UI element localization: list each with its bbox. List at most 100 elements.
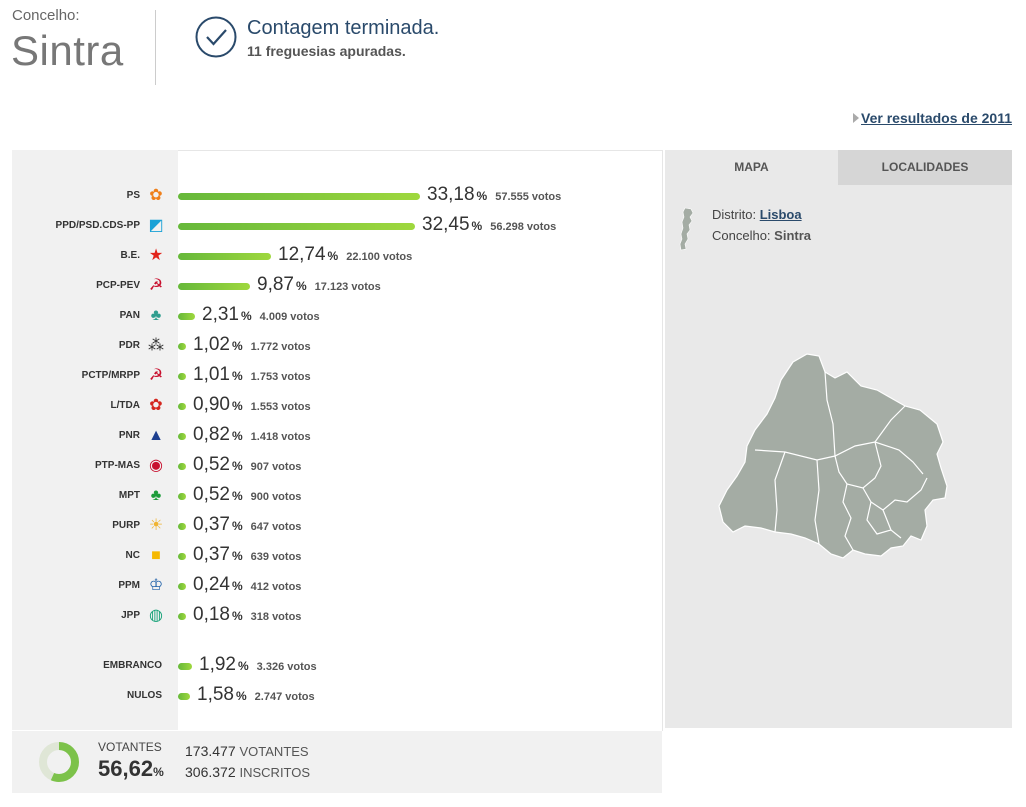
jpp-icon: ◍ bbox=[149, 607, 163, 624]
other-label: EMBRANCO bbox=[103, 660, 162, 671]
result-votes: 3.326 votos bbox=[256, 661, 317, 673]
party-name: PCTP/MRPP bbox=[81, 370, 140, 381]
result-bar bbox=[178, 343, 186, 350]
result-bar bbox=[178, 463, 186, 470]
turnout-panel: VOTANTES 56,62% 173.477 VOTANTES 306.372… bbox=[12, 731, 662, 793]
map-panel: MAPA LOCALIDADES Distrito: Lisboa Concel… bbox=[665, 150, 1012, 728]
concelho-label: Concelho: bbox=[12, 7, 80, 24]
result-percentage: 0,90% 1.553 votos bbox=[193, 394, 311, 415]
distrito-info: Distrito: Lisboa bbox=[712, 207, 802, 222]
party-name: PPD/PSD.CDS-PP bbox=[55, 220, 140, 231]
result-votes: 1.553 votos bbox=[250, 401, 311, 413]
turnout-label: VOTANTES bbox=[98, 740, 162, 754]
result-bar bbox=[178, 663, 192, 670]
mpt-clover-icon: ♣ bbox=[150, 487, 162, 504]
party-name: L/TDA bbox=[110, 400, 140, 411]
result-votes: 1.772 votos bbox=[250, 341, 311, 353]
result-votes: 412 votos bbox=[250, 581, 302, 593]
result-bar bbox=[178, 193, 420, 200]
other-label: NULOS bbox=[127, 690, 162, 701]
result-percentage: 0,37% 639 votos bbox=[193, 544, 302, 565]
party-name: NC bbox=[125, 550, 140, 561]
result-bar bbox=[178, 693, 190, 700]
result-percentage: 0,37% 647 votos bbox=[193, 514, 302, 535]
result-bar bbox=[178, 403, 186, 410]
party-labels-panel bbox=[12, 150, 178, 730]
ptp-mas-icon: ◉ bbox=[149, 457, 163, 474]
result-votes: 17.123 votos bbox=[314, 281, 381, 293]
result-votes: 4.009 votos bbox=[259, 311, 320, 323]
tab-mapa[interactable]: MAPA bbox=[665, 150, 838, 185]
psd-cds-icon: ◩ bbox=[148, 217, 164, 234]
results-panel bbox=[178, 150, 663, 731]
party-name: PCP-PEV bbox=[96, 280, 140, 291]
ppm-crown-icon: ♔ bbox=[148, 577, 164, 594]
result-bar bbox=[178, 223, 415, 230]
portugal-mini-map-icon bbox=[679, 207, 694, 251]
status-subtitle: 11 freguesias apuradas. bbox=[247, 43, 406, 59]
result-votes: 647 votos bbox=[250, 521, 302, 533]
concelho-name: Sintra bbox=[11, 27, 124, 74]
result-percentage: 32,45% 56.298 votos bbox=[422, 214, 557, 235]
party-name: PDR bbox=[118, 340, 140, 351]
pcp-pev-icon: ☭ bbox=[148, 277, 164, 294]
party-name: MPT bbox=[118, 490, 140, 501]
sintra-freguesias-map[interactable] bbox=[715, 350, 960, 565]
party-name: PPM bbox=[118, 580, 140, 591]
tab-localidades[interactable]: LOCALIDADES bbox=[838, 150, 1012, 185]
result-votes: 1.753 votos bbox=[250, 371, 311, 383]
mrpp-icon: ☭ bbox=[148, 367, 164, 384]
result-percentage: 1,02% 1.772 votos bbox=[193, 334, 311, 355]
distrito-link[interactable]: Lisboa bbox=[759, 207, 802, 222]
result-percentage: 1,92% 3.326 votos bbox=[199, 654, 317, 675]
status-title: Contagem terminada. bbox=[247, 17, 440, 39]
caret-right-icon bbox=[853, 113, 859, 123]
result-votes: 2.747 votos bbox=[254, 691, 315, 703]
result-percentage: 2,31% 4.009 votos bbox=[202, 304, 320, 325]
turnout-percentage: 56,62% bbox=[98, 756, 164, 781]
result-percentage: 33,18% 57.555 votos bbox=[427, 184, 562, 205]
result-percentage: 9,87% 17.123 votos bbox=[257, 274, 381, 295]
party-name: B.E. bbox=[120, 250, 140, 261]
turnout-donut-chart bbox=[39, 742, 79, 782]
previous-results-link[interactable]: Ver resultados de 2011 bbox=[861, 110, 1012, 126]
result-bar bbox=[178, 613, 186, 620]
result-votes: 900 votos bbox=[250, 491, 302, 503]
party-name: PAN bbox=[119, 310, 140, 321]
voters-count: 173.477 VOTANTES bbox=[185, 743, 309, 759]
result-bar bbox=[178, 283, 250, 290]
result-votes: 639 votos bbox=[250, 551, 302, 563]
result-percentage: 0,82% 1.418 votos bbox=[193, 424, 311, 445]
pnr-flame-icon: ▲ bbox=[148, 427, 164, 444]
result-bar bbox=[178, 583, 186, 590]
nc-nos-icon: ■ bbox=[151, 547, 161, 564]
party-name: PNR bbox=[118, 430, 140, 441]
result-votes: 57.555 votos bbox=[495, 191, 562, 203]
result-bar bbox=[178, 433, 186, 440]
result-percentage: 0,18% 318 votos bbox=[193, 604, 302, 625]
result-votes: 22.100 votos bbox=[346, 251, 413, 263]
party-name: PTP-MAS bbox=[95, 460, 140, 471]
result-votes: 318 votos bbox=[250, 611, 302, 623]
party-name: PURP bbox=[112, 520, 140, 531]
result-bar bbox=[178, 523, 186, 530]
result-bar bbox=[178, 313, 195, 320]
header-divider bbox=[155, 10, 156, 85]
pan-tree-icon: ♣ bbox=[150, 307, 162, 324]
result-percentage: 0,52% 900 votos bbox=[193, 484, 302, 505]
result-percentage: 12,74% 22.100 votos bbox=[278, 244, 413, 265]
pdr-stars-icon: ⁂ bbox=[148, 337, 164, 354]
party-name: JPP bbox=[121, 610, 140, 621]
result-percentage: 1,01% 1.753 votos bbox=[193, 364, 311, 385]
result-bar bbox=[178, 553, 186, 560]
registered-count: 306.372 INSCRITOS bbox=[185, 764, 311, 780]
result-bar bbox=[178, 493, 186, 500]
be-star-icon: ★ bbox=[148, 247, 164, 264]
livre-poppy-icon: ✿ bbox=[149, 397, 163, 414]
result-bar bbox=[178, 253, 271, 260]
result-percentage: 0,52% 907 votos bbox=[193, 454, 302, 475]
concelho-info: Concelho: Sintra bbox=[712, 228, 812, 243]
result-votes: 907 votos bbox=[250, 461, 302, 473]
result-percentage: 0,24% 412 votos bbox=[193, 574, 302, 595]
result-votes: 1.418 votos bbox=[250, 431, 311, 443]
